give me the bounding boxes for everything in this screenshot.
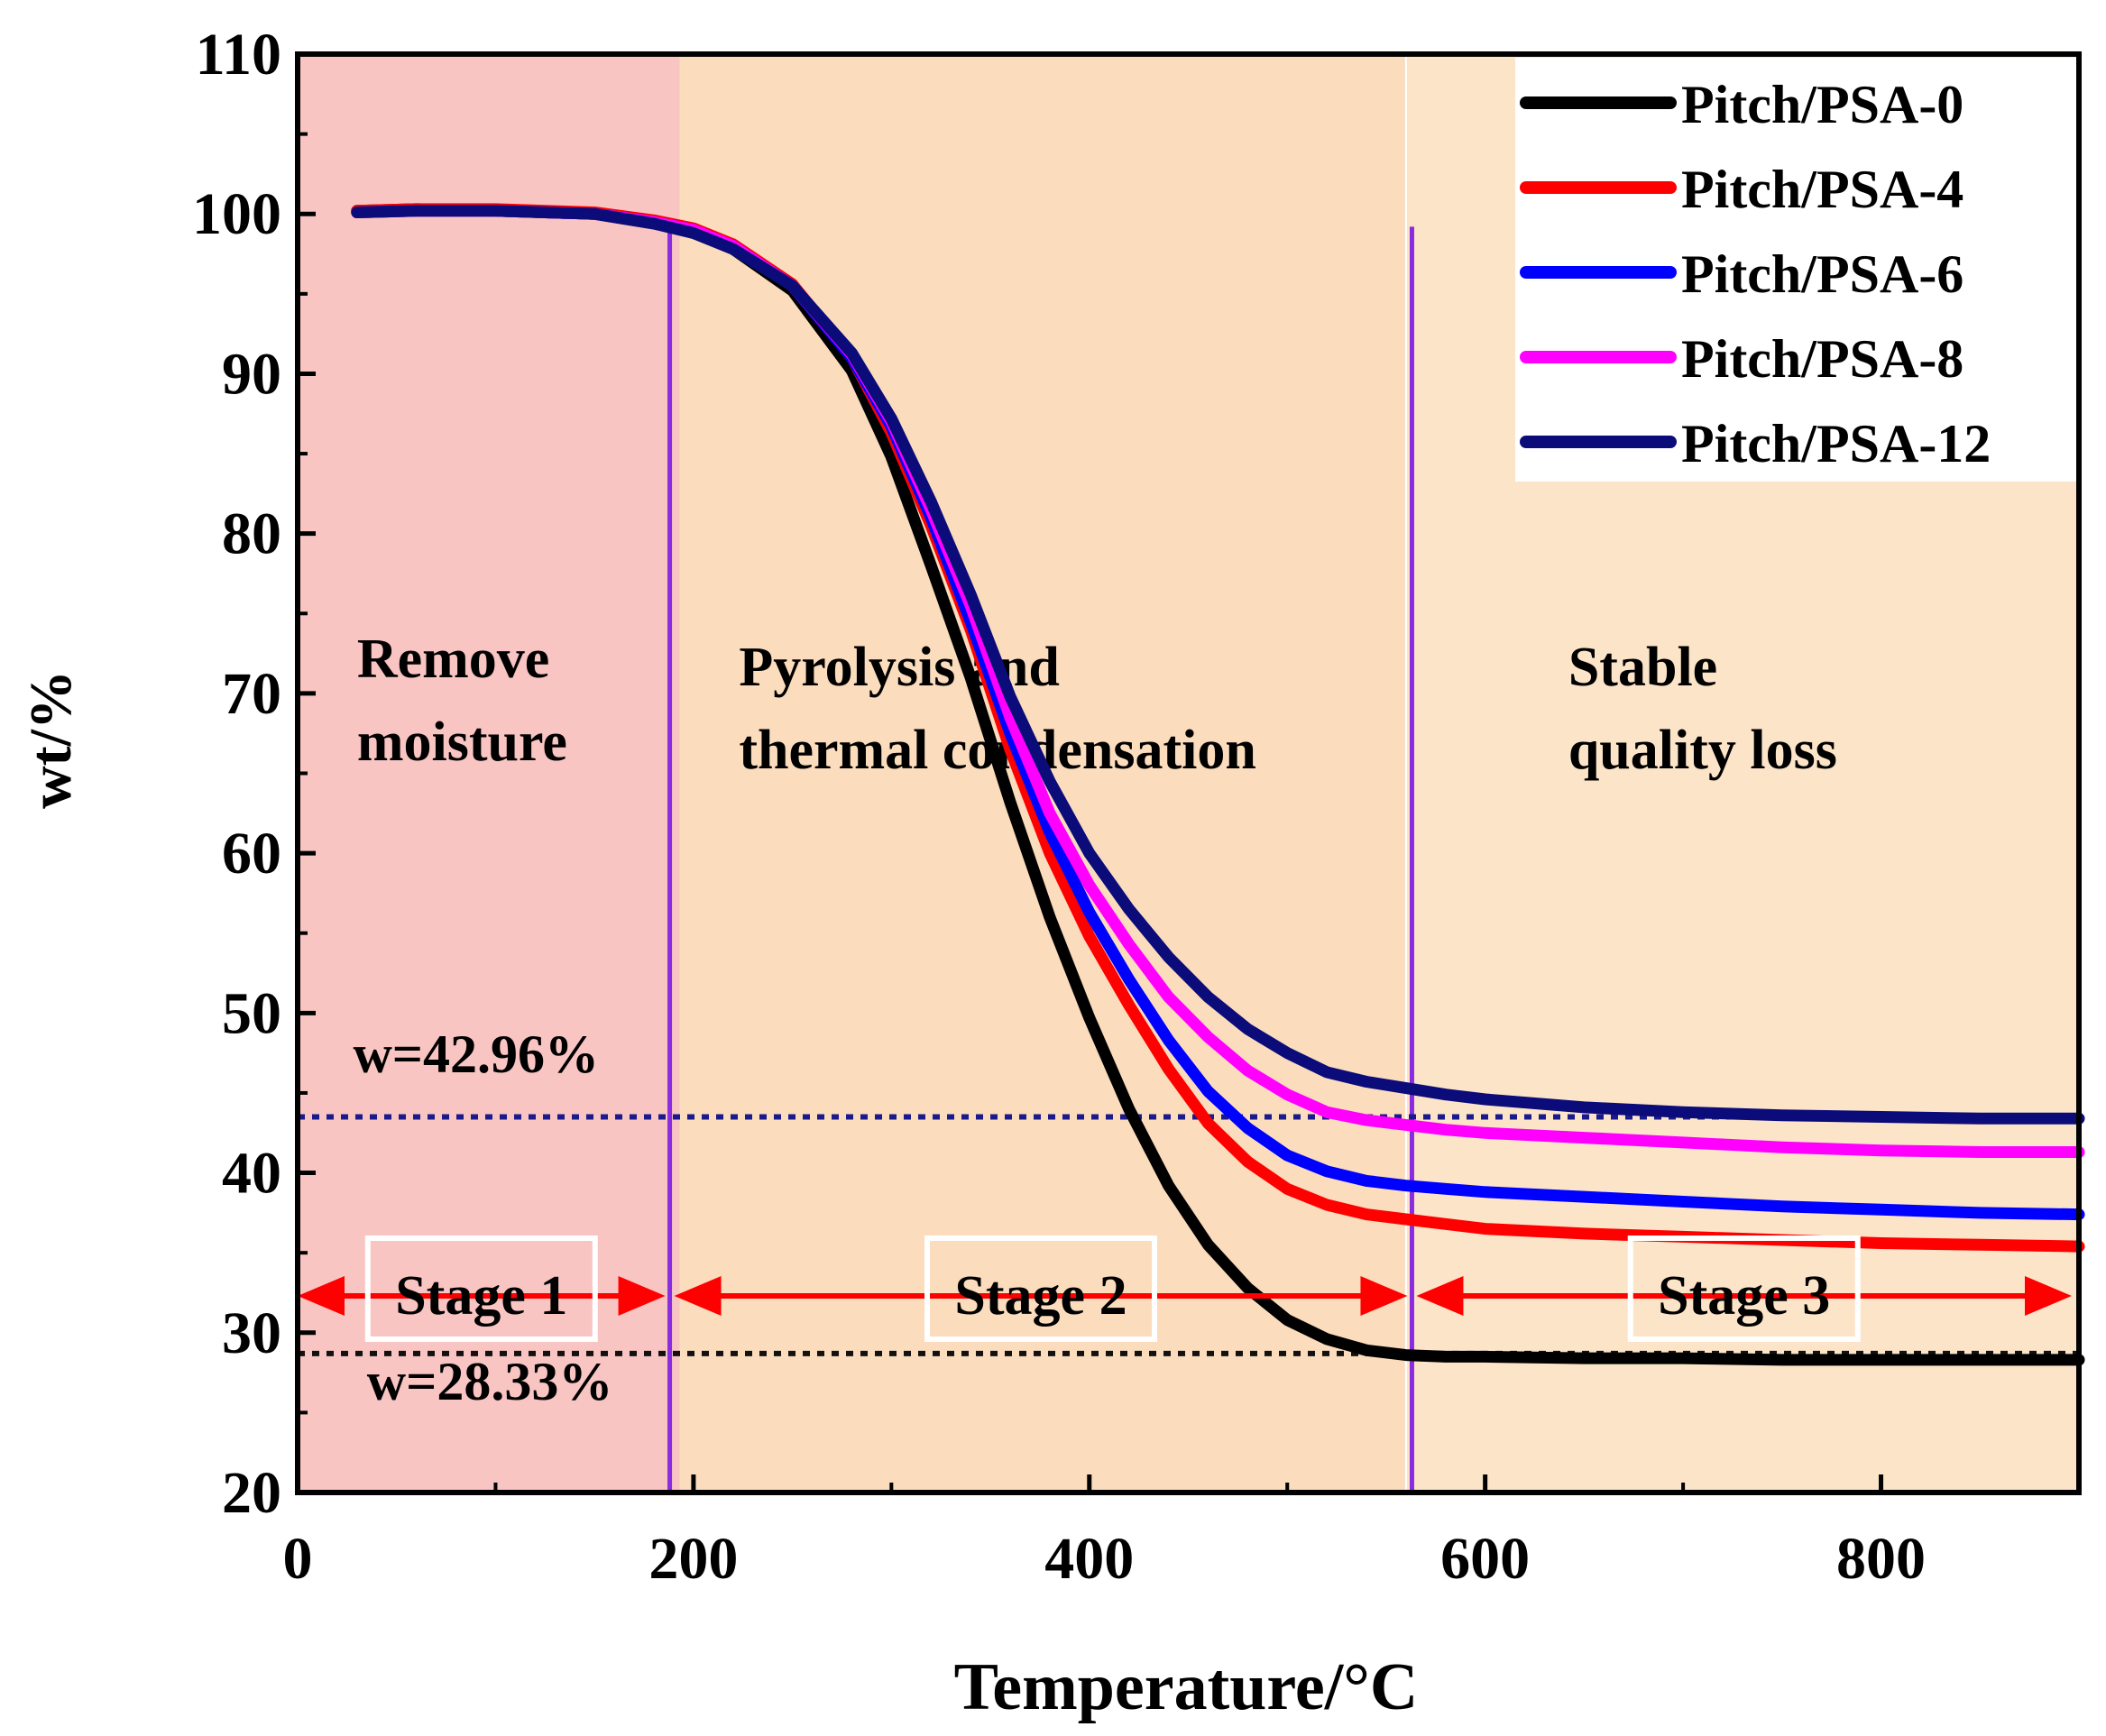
legend-label-3: Pitch/PSA-6 (1681, 244, 1963, 304)
region-band-1 (298, 54, 680, 1493)
y-tick-label-50: 50 (222, 980, 281, 1046)
ticks: 0 200 400 600 800 20 30 40 50 60 70 80 90 100 110 (192, 22, 1926, 1592)
y-tick-label-110: 110 (196, 22, 281, 87)
stage-arrow-right-3 (2025, 1276, 2072, 1317)
series-lines (351, 203, 2085, 1366)
y-tick-label-40: 40 (222, 1141, 281, 1207)
stage-boundaries (667, 226, 1414, 1493)
stage-arrow-left-1 (298, 1276, 345, 1317)
x-tick-label-800: 800 (1836, 1526, 1926, 1592)
stage-box-2 (924, 1235, 1158, 1343)
x-axis-label: Temperature/°C (954, 1650, 1419, 1724)
y-tick-label-90: 90 (222, 341, 281, 407)
stage-label-3: Stage 3 (1658, 1265, 1830, 1327)
y-tick-label-70: 70 (222, 661, 281, 727)
region-label-1-line-2: moisture (357, 712, 567, 773)
stage-label-2: Stage 2 (954, 1265, 1127, 1327)
region-label-3-line-2: quality loss (1568, 720, 1837, 781)
reference-label-2: w=28.33% (367, 1352, 613, 1411)
x-tick-label-200: 200 (648, 1526, 738, 1592)
stage-arrow-right-1 (618, 1276, 666, 1317)
stage-arrow-left-3 (1416, 1276, 1464, 1317)
reference-lines: w=42.96% w=28.33% (298, 1024, 2079, 1411)
legend: Pitch/PSA-0 Pitch/PSA-4 Pitch/PSA-6 Pitch/P… (1515, 58, 2077, 482)
y-tick-label-30: 30 (222, 1300, 281, 1366)
stage-arrow-right-2 (1360, 1276, 1408, 1317)
stage-box-3 (1627, 1235, 1861, 1343)
stage-markers: Stage 1 Stage 2 Stage 3 (298, 1235, 2072, 1343)
region-label-3-line-1: Stable (1568, 637, 1717, 698)
x-tick-label-600: 600 (1440, 1526, 1530, 1592)
y-tick-label-60: 60 (222, 821, 281, 886)
x-tick-label-0: 0 (283, 1526, 313, 1592)
x-tick-label-400: 400 (1044, 1526, 1134, 1592)
y-tick-label-80: 80 (222, 501, 281, 567)
y-tick-label-20: 20 (222, 1460, 281, 1526)
stage-box-1 (364, 1235, 598, 1343)
reference-label-1: w=42.96% (353, 1024, 599, 1084)
series-line-5 (351, 205, 2085, 1125)
legend-label-1: Pitch/PSA-0 (1681, 75, 1963, 134)
y-axis-label: wt/% (18, 670, 84, 809)
y-tick-label-100: 100 (192, 181, 281, 247)
legend-label-2: Pitch/PSA-4 (1681, 160, 1963, 219)
region-label-1-line-1: Remove (357, 629, 549, 690)
stage-label-1: Stage 1 (395, 1265, 567, 1327)
stage-arrow-left-2 (674, 1276, 722, 1317)
legend-label-5: Pitch/PSA-12 (1681, 414, 1991, 473)
legend-label-4: Pitch/PSA-8 (1681, 329, 1963, 389)
